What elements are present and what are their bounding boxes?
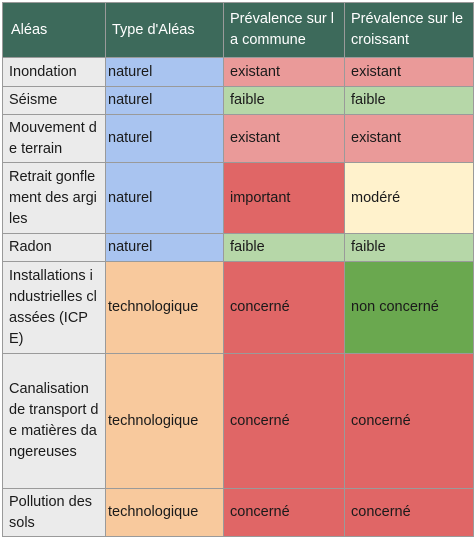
commune-cell: concerné <box>223 353 345 489</box>
table-row: Radon naturel faible faible <box>2 233 474 262</box>
croissant-cell: faible <box>344 86 474 115</box>
commune-cell: existant <box>223 114 345 163</box>
type-cell: naturel <box>105 86 224 115</box>
table-row: Canalisation de transport de matières da… <box>2 353 474 489</box>
header-row: Aléas Type d'Aléas Prévalence sur la com… <box>2 2 474 58</box>
table-row: Séisme naturel faible faible <box>2 86 474 115</box>
croissant-cell: faible <box>344 233 474 262</box>
type-cell: naturel <box>105 57 224 87</box>
croissant-cell: existant <box>344 57 474 87</box>
type-cell: naturel <box>105 233 224 262</box>
type-cell: technologique <box>105 353 224 489</box>
type-cell: technologique <box>105 261 224 354</box>
table-row: Mouvement de terrain naturel existant ex… <box>2 114 474 163</box>
croissant-cell: non concerné <box>344 261 474 354</box>
table-row: Installations industrielles classées (IC… <box>2 261 474 354</box>
commune-cell: faible <box>223 86 345 115</box>
commune-cell: important <box>223 162 345 234</box>
alea-cell: Séisme <box>2 86 106 115</box>
commune-cell: concerné <box>223 261 345 354</box>
table-row: Retrait gonflement des argiles naturel i… <box>2 162 474 234</box>
alea-cell: Retrait gonflement des argiles <box>2 162 106 234</box>
alea-cell: Mouvement de terrain <box>2 114 106 163</box>
alea-cell: Installations industrielles classées (IC… <box>2 261 106 354</box>
table-row: Pollution des sols technologique concern… <box>2 488 474 537</box>
commune-cell: concerné <box>223 488 345 537</box>
croissant-cell: concerné <box>344 488 474 537</box>
commune-cell: faible <box>223 233 345 262</box>
type-cell: naturel <box>105 114 224 163</box>
alea-cell: Canalisation de transport de matières da… <box>2 353 106 489</box>
croissant-cell: existant <box>344 114 474 163</box>
header-commune: Prévalence sur la commune <box>223 2 345 58</box>
alea-cell: Radon <box>2 233 106 262</box>
type-cell: naturel <box>105 162 224 234</box>
header-type: Type d'Aléas <box>105 2 224 58</box>
header-croissant: Prévalence sur le croissant <box>344 2 474 58</box>
croissant-cell: modéré <box>344 162 474 234</box>
type-cell: technologique <box>105 488 224 537</box>
commune-cell: existant <box>223 57 345 87</box>
header-alea: Aléas <box>2 2 106 58</box>
alea-cell: Pollution des sols <box>2 488 106 537</box>
croissant-cell: concerné <box>344 353 474 489</box>
alea-cell: Inondation <box>2 57 106 87</box>
table-row: Inondation naturel existant existant <box>2 57 474 87</box>
